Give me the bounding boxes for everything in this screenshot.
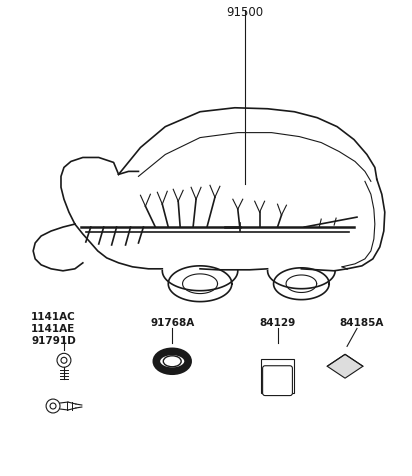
Polygon shape: [327, 355, 363, 378]
Text: 91500: 91500: [226, 6, 263, 20]
Bar: [261, 359, 295, 393]
Text: 1141AC
1141AE
91791D: 1141AC 1141AE 91791D: [31, 311, 76, 346]
Text: 91768A: 91768A: [150, 317, 194, 327]
Text: 84185A: 84185A: [340, 317, 384, 327]
Text: 84129: 84129: [260, 317, 296, 327]
Ellipse shape: [163, 356, 181, 367]
FancyBboxPatch shape: [262, 366, 293, 396]
